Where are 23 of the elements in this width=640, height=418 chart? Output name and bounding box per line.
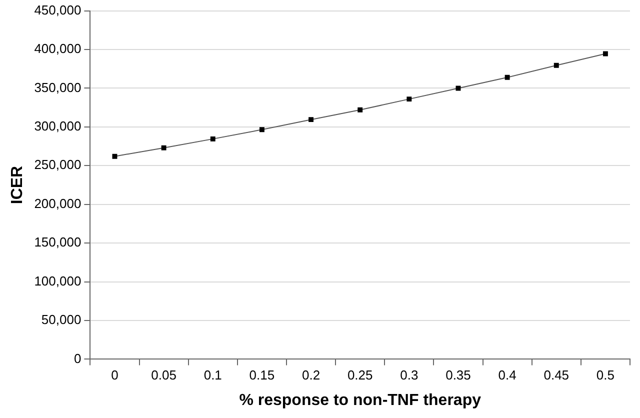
x-tick-label: 0.45 [544,368,570,383]
x-tick-label: 0.05 [151,368,176,383]
x-tick-label: 0.35 [446,368,471,383]
y-tick-label: 450,000 [34,2,82,18]
x-tick-label: 0.25 [347,368,373,383]
x-tick-label: 0 [111,368,118,383]
y-tick-label: 150,000 [34,234,82,250]
y-axis-title: ICER [9,165,26,204]
y-tick-label: 300,000 [34,118,82,134]
x-tick-label: 0.15 [249,368,275,383]
x-tick-label: 0.1 [204,368,222,383]
y-tick-label: 200,000 [34,196,82,211]
y-tick-label: 250,000 [34,157,82,172]
x-axis-title: % response to non-TNF therapy [239,392,482,409]
y-tick-label: 0 [74,350,82,366]
x-tick-label: 0.5 [596,368,614,383]
y-tick-label: 50,000 [41,312,82,328]
x-tick-label: 0.3 [400,368,418,383]
y-tick-label: 350,000 [34,80,82,95]
x-tick-label: 0.4 [498,368,516,383]
y-tick-label: 100,000 [34,273,82,288]
x-tick-label: 0.2 [302,368,320,383]
y-tick-label: 400,000 [34,41,82,56]
